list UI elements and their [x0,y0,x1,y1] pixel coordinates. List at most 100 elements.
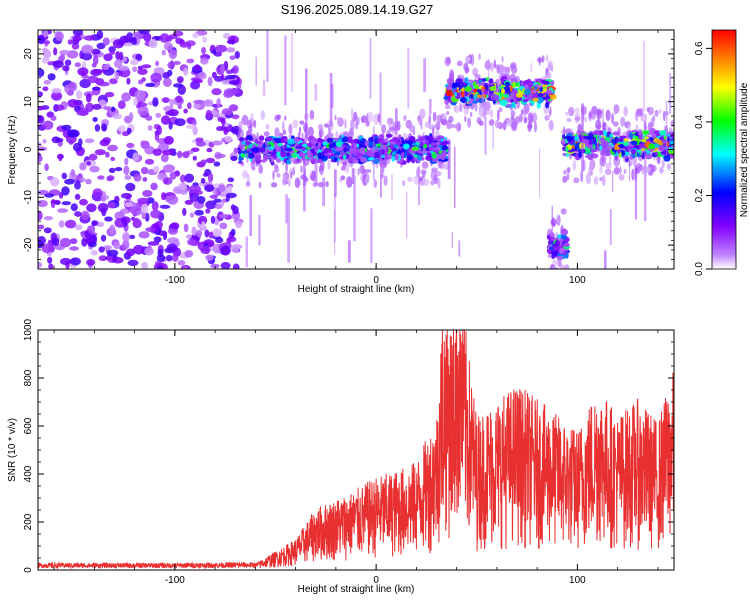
spectrogram-cell [288,123,293,135]
spectrogram-cell [250,112,254,124]
spectrogram-cell [602,130,608,137]
spectrogram-cell [187,238,196,246]
spectrogram-cell [544,95,551,100]
y-tick-label: 400 [23,465,34,482]
spectrogram-cell [318,165,322,173]
spectrogram-cell [183,67,189,76]
spectrogram-cell [168,121,173,130]
spectrogram-cell [192,119,197,127]
spectrogram-cell [85,178,92,185]
spectrogram-cell [378,134,385,140]
spectrogram-cell [291,135,295,139]
spectrogram-cell [556,214,561,226]
y-tick-label: 20 [23,48,34,60]
spectrogram-cell [156,254,166,262]
spectrogram-cell [287,178,291,187]
spectrogram-cell [258,215,261,246]
spectrogram-cell [286,159,291,165]
spectrogram-cell [549,246,554,251]
spectrogram-cell [558,239,564,244]
spectrogram-cell [59,257,72,266]
spectrogram-cell [485,109,491,116]
spectrogram-cell [260,110,265,121]
spectrogram-cell [428,146,434,152]
spectrogram-cell [302,146,306,152]
spectrogram-cell [147,241,160,246]
spectrogram-cell [506,118,513,127]
spectrogram-cell [245,236,248,268]
spectrogram-cell [41,57,50,64]
spectrogram-cell [140,166,149,175]
spectrogram-cell [516,92,523,98]
spectrogram-cell [481,78,487,82]
y-tick-label: 10 [23,96,34,108]
spectrogram-cell [102,37,110,46]
x-tick-label: 100 [569,575,586,586]
spectrogram-cell [167,195,179,205]
spectrogram-cell [317,141,322,149]
spectrogram-cell [349,128,353,138]
spectrogram-cell [654,109,659,117]
spectrogram-cell [605,109,611,122]
spectrogram-cell [155,112,162,118]
spectrogram-cell [534,121,537,133]
spectrogram-cell [530,62,533,73]
spectrogram-cell [563,242,570,248]
spectrogram-cell [38,236,46,245]
spectrogram-cell [206,147,213,153]
spectrogram-cell [223,127,229,135]
spectrogram-cell [355,152,362,158]
spectrogram-cell [114,167,123,172]
spectrogram-cell [162,177,173,185]
spectrogram-cell [581,103,584,172]
spectrogram-cell [613,146,620,151]
spectrogram-cell [41,47,49,53]
spectrogram-cell [109,224,116,235]
spectrogram-cell [501,56,504,63]
spectrogram-cell [245,140,250,146]
spectrogram-cell [565,111,571,116]
spectrogram-cell [464,66,470,74]
spectrogram-cell [104,216,113,222]
spectrogram-cell [92,117,98,122]
spectrogram-cell [404,150,408,157]
spectrogram-cell [231,114,240,120]
spectrogram-cell [447,96,451,101]
spectrogram-cell [663,154,671,162]
spectrogram-cell [186,124,197,129]
spectrogram-cell [476,94,482,98]
spectrogram-cell [431,167,438,173]
spectrogram-cell [368,137,374,143]
spectrogram-cell [478,106,486,118]
spectrogram-cell [665,100,668,156]
spectrogram-cell [426,135,434,143]
spectrogram-cell [299,120,305,125]
spectrogram-cell [72,35,82,42]
spectrogram-cell [61,201,72,206]
spectrogram-cell [98,81,110,87]
spectrogram-cell [122,232,130,242]
spectrogram-cell [527,112,534,123]
spectrogram-cell [597,109,600,153]
spectrogram-cell [458,240,461,257]
spectrogram-cell [421,156,425,161]
spectrogram-cell [291,33,293,93]
spectrogram-cell [137,197,149,203]
spectrogram-cell [467,117,472,128]
spectrogram-cell [74,181,81,190]
spectrogram-cell [227,88,240,95]
spectrogram-cell [150,209,162,219]
spectrogram-cell [133,97,139,106]
spectrogram-cell [134,217,140,225]
spectrogram-cell [531,101,535,106]
spectrogram-cell [469,93,474,100]
spectrogram-cell [249,194,252,236]
spectrogram-cell [69,246,79,251]
spectrogram-cell [240,153,246,159]
spectrogram-cell [220,245,231,256]
spectrogram-cell [623,106,628,117]
spectrogram-cell [560,228,568,236]
spectrogram-cell [110,156,116,162]
spectrogram-cell [124,175,132,180]
spectrogram-cell [344,148,349,152]
